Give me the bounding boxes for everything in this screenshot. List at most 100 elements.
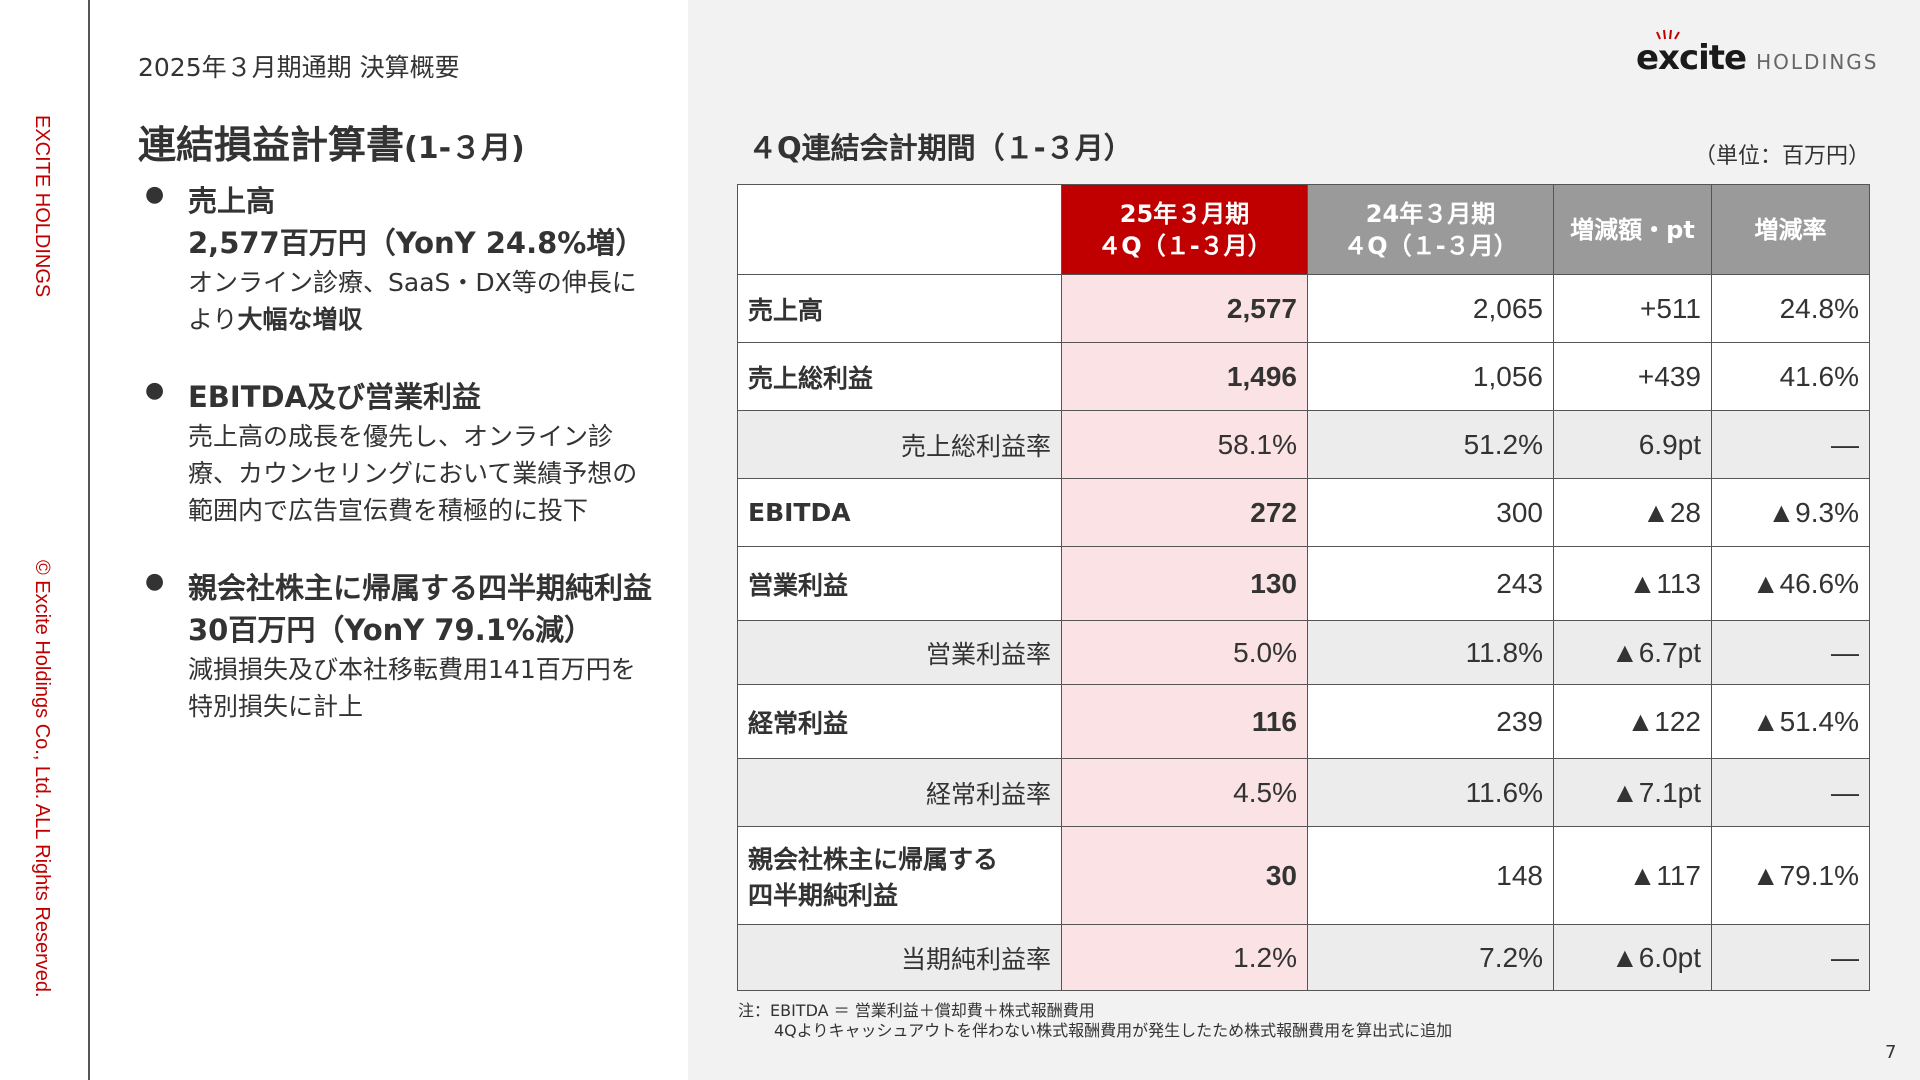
cell-rate: ▲9.3% — [1711, 478, 1870, 547]
logo-spark-icon — [1656, 30, 1680, 40]
side-copyright: © Excite Holdings Co., Ltd. ALL Rights R… — [31, 560, 53, 998]
table-row: 営業利益率 5.0% 11.8% ▲6.7pt — — [737, 620, 1870, 685]
bullet-dot-icon: ● — [145, 569, 165, 594]
table-title: ４Q連結会計期間（１-３月） — [748, 131, 1133, 165]
cell-prior: 243 — [1307, 546, 1554, 621]
cell-diff: ▲113 — [1553, 546, 1712, 621]
cell-current: 30 — [1061, 826, 1308, 925]
row-label: 経常利益率 — [737, 758, 1062, 827]
cell-diff: ▲6.7pt — [1553, 620, 1712, 685]
cell-prior: 148 — [1307, 826, 1554, 925]
page-title-suffix: (1-３月) — [404, 131, 525, 166]
cell-rate: — — [1711, 410, 1870, 479]
bullet-body: 売上高の成長を優先し、オンライン診 — [188, 422, 614, 451]
bullet-body-line2: より大幅な増収 — [188, 301, 685, 338]
cell-diff: ▲6.0pt — [1553, 924, 1712, 991]
table-row: 当期純利益率 1.2% 7.2% ▲6.0pt — — [737, 924, 1870, 991]
cell-rate: ▲46.6% — [1711, 546, 1870, 621]
cell-rate: — — [1711, 924, 1870, 991]
header-diff: 増減額・pt — [1553, 184, 1712, 275]
cell-prior: 239 — [1307, 684, 1554, 759]
cell-rate: 24.8% — [1711, 274, 1870, 343]
cell-current: 1,496 — [1061, 342, 1308, 411]
table-unit: （単位：百万円） — [1694, 144, 1871, 169]
cell-prior: 7.2% — [1307, 924, 1554, 991]
logo-brand: excite — [1636, 38, 1747, 78]
side-divider — [88, 0, 90, 1080]
cell-rate: ▲51.4% — [1711, 684, 1870, 759]
row-label: 親会社株主に帰属する 四半期純利益 — [737, 826, 1062, 925]
table-row: 営業利益 130 243 ▲113 ▲46.6% — [737, 546, 1870, 621]
table-footnote: 注：EBITDA ＝ 営業利益＋償却費＋株式報酬費用 4Qよりキャッシュアウトを… — [738, 1001, 1452, 1041]
row-label: 売上総利益 — [737, 342, 1062, 411]
cell-current: 4.5% — [1061, 758, 1308, 827]
header-current-line2: ４Q（１-３月） — [1097, 231, 1272, 260]
bullet-body-line2: 療、カウンセリングにおいて業績予想の — [188, 459, 638, 488]
table-row: 経常利益率 4.5% 11.6% ▲7.1pt — — [737, 758, 1870, 827]
table-row: EBITDA 272 300 ▲28 ▲9.3% — [737, 478, 1870, 547]
cell-diff: ▲122 — [1553, 684, 1712, 759]
cell-rate: — — [1711, 620, 1870, 685]
row-label: 売上高 — [737, 274, 1062, 343]
table-row: 経常利益 116 239 ▲122 ▲51.4% — [737, 684, 1870, 759]
header-current-line1: 25年３月期 — [1119, 199, 1250, 228]
row-label: 当期純利益率 — [737, 924, 1062, 991]
page-title: 連結損益計算書(1-３月) — [138, 114, 525, 169]
bullet-head: 売上高 — [188, 184, 276, 218]
cell-current: 5.0% — [1061, 620, 1308, 685]
cell-prior: 51.2% — [1307, 410, 1554, 479]
page-title-main: 連結損益計算書 — [138, 123, 405, 167]
cell-diff: ▲117 — [1553, 826, 1712, 925]
income-statement-table: 25年３月期 ４Q（１-３月） 24年３月期 ４Q（１-３月） 増減額・pt 増減率… — [737, 184, 1870, 991]
bullet-ebitda: ● EBITDA及び営業利益 売上高の成長を優先し、オンライン診 療、カウンセリ… — [145, 376, 685, 529]
cell-current: 58.1% — [1061, 410, 1308, 479]
cell-prior: 300 — [1307, 478, 1554, 547]
table-row: 売上高 2,577 2,065 +511 24.8% — [737, 274, 1870, 343]
table-row: 売上総利益率 58.1% 51.2% 6.9pt — — [737, 410, 1870, 479]
bullet-body-emphasis: 大幅な増収 — [237, 305, 363, 334]
row-label: 経常利益 — [737, 684, 1062, 759]
side-labels: EXCITE HOLDINGS © Excite Holdings Co., L… — [31, 60, 53, 998]
header-prior-line1: 24年３月期 — [1365, 199, 1496, 228]
table-row: 売上総利益 1,496 1,056 +439 41.6% — [737, 342, 1870, 411]
page-subtitle: 2025年３月期通期 決算概要 — [138, 53, 460, 82]
cell-current: 272 — [1061, 478, 1308, 547]
cell-current: 116 — [1061, 684, 1308, 759]
cell-rate: 41.6% — [1711, 342, 1870, 411]
cell-diff: ▲28 — [1553, 478, 1712, 547]
bullet-net-income: ● 親会社株主に帰属する四半期純利益 30百万円（YonY 79.1%減） 減損… — [145, 567, 685, 725]
cell-prior: 1,056 — [1307, 342, 1554, 411]
side-company-label: EXCITE HOLDINGS — [31, 115, 53, 298]
cell-rate: — — [1711, 758, 1870, 827]
table-row: 親会社株主に帰属する 四半期純利益 30 148 ▲117 ▲79.1% — [737, 826, 1870, 925]
cell-diff: +511 — [1553, 274, 1712, 343]
cell-rate: ▲79.1% — [1711, 826, 1870, 925]
cell-current: 130 — [1061, 546, 1308, 621]
header-prior-line2: ４Q（１-３月） — [1343, 231, 1518, 260]
cell-diff: 6.9pt — [1553, 410, 1712, 479]
footnote-line1: 注：EBITDA ＝ 営業利益＋償却費＋株式報酬費用 — [738, 1001, 1095, 1020]
header-rate: 増減率 — [1711, 184, 1870, 275]
row-label-line2: 四半期純利益 — [748, 880, 899, 910]
bullet-sales: ● 売上高 2,577百万円（YonY 24.8%増） オンライン診療、SaaS… — [145, 180, 685, 338]
page-number: 7 — [1885, 1042, 1897, 1063]
row-label: EBITDA — [737, 478, 1062, 547]
header-current-period: 25年３月期 ４Q（１-３月） — [1061, 184, 1308, 275]
cell-current: 1.2% — [1061, 924, 1308, 991]
cell-prior: 11.6% — [1307, 758, 1554, 827]
bullet-body: 減損損失及び本社移転費用141百万円を — [188, 655, 636, 684]
bullet-dot-icon: ● — [145, 378, 165, 403]
logo-suffix: HOLDINGS — [1756, 50, 1879, 74]
bullet-body: オンライン診療、SaaS・DX等の伸長に — [188, 268, 637, 297]
cell-diff: ▲7.1pt — [1553, 758, 1712, 827]
cell-current: 2,577 — [1061, 274, 1308, 343]
header-prior-period: 24年３月期 ４Q（１-３月） — [1307, 184, 1554, 275]
bullet-head: EBITDA及び営業利益 — [188, 380, 482, 414]
cell-prior: 2,065 — [1307, 274, 1554, 343]
row-label: 営業利益 — [737, 546, 1062, 621]
bullet-head: 親会社株主に帰属する四半期純利益 — [188, 571, 653, 605]
row-label-line1: 親会社株主に帰属する — [748, 844, 999, 874]
header-blank-cell — [737, 184, 1062, 275]
company-logo: excite HOLDINGS — [1636, 30, 1879, 78]
row-label: 売上総利益率 — [737, 410, 1062, 479]
